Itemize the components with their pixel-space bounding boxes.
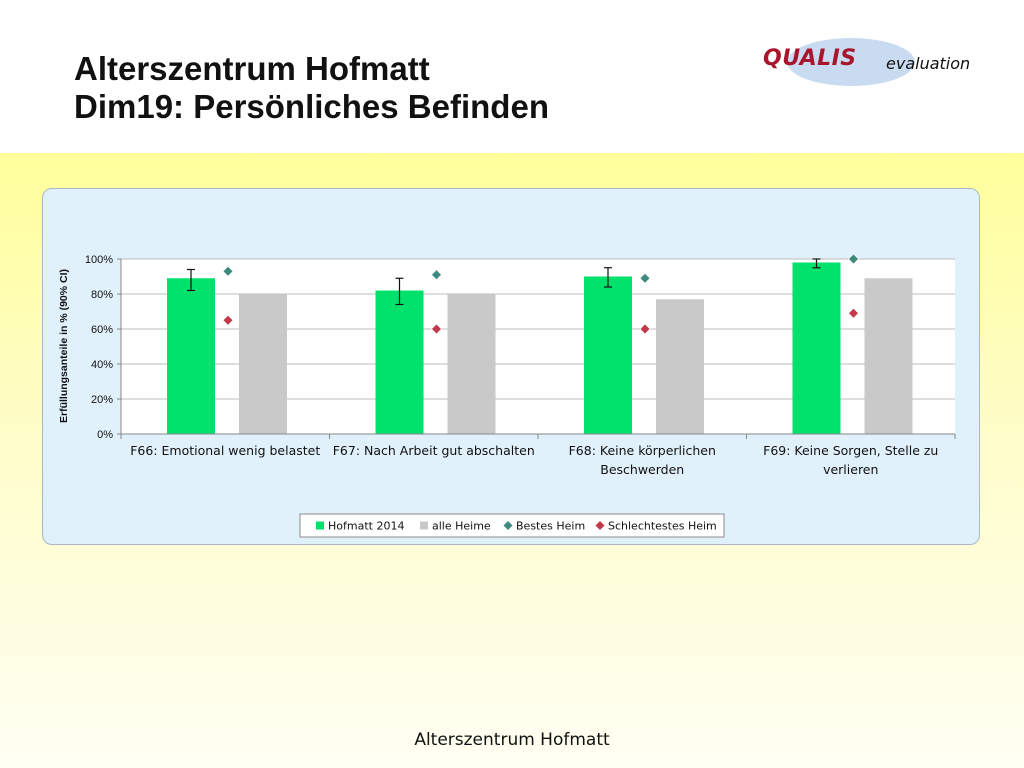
bar-alle-heime bbox=[239, 294, 287, 434]
legend-label: alle Heime bbox=[432, 520, 491, 533]
marker-schlechtestes-heim bbox=[222, 314, 234, 326]
marker-schlechtestes-heim bbox=[848, 307, 859, 319]
marker-bestes-heim bbox=[431, 269, 442, 281]
bar-alle-heime bbox=[864, 278, 913, 434]
y-tick-label: 0% bbox=[97, 429, 113, 441]
logo-ellipse bbox=[787, 38, 915, 86]
slide-title-line1: Alterszentrum Hofmatt bbox=[74, 50, 430, 87]
y-tick-label: 20% bbox=[91, 394, 113, 406]
slide-footer: Alterszentrum Hofmatt bbox=[414, 730, 610, 750]
legend-swatch bbox=[420, 521, 428, 530]
legend-label: Hofmatt 2014 bbox=[328, 520, 404, 533]
y-tick-label: 60% bbox=[91, 324, 113, 336]
axes: 0% 20% 40% 60% 80% 100% bbox=[85, 254, 956, 441]
logo-brand: QUALIS bbox=[763, 46, 857, 71]
marker-schlechtestes-heim bbox=[431, 323, 442, 335]
marker-bestes-heim bbox=[222, 265, 234, 277]
legend-swatch bbox=[316, 521, 324, 530]
qualis-logo: QUALIS evaluation bbox=[758, 38, 984, 90]
y-tick-label: 80% bbox=[91, 289, 113, 301]
bar-alle-heime bbox=[656, 299, 704, 434]
bar-hofmatt bbox=[167, 278, 215, 434]
marker-schlechtestes-heim bbox=[639, 323, 651, 335]
chart-panel: 0% 20% 40% 60% 80% 100% F66: Emotional wenig … bbox=[42, 188, 980, 545]
bar-chart: 0% 20% 40% 60% 80% 100% F66: Emotional wenig … bbox=[58, 253, 956, 538]
bar-hofmatt bbox=[584, 276, 632, 434]
bar-hofmatt bbox=[792, 262, 841, 434]
x-category-label: F67: Nach Arbeit gut abschalten bbox=[333, 443, 535, 458]
y-tick-label: 40% bbox=[91, 359, 113, 371]
legend-label: Bestes Heim bbox=[516, 520, 585, 533]
markers bbox=[222, 253, 859, 335]
x-category-label: F69: Keine Sorgen, Stelle zu bbox=[763, 443, 938, 458]
bars bbox=[167, 262, 913, 434]
x-category-label: Beschwerden bbox=[600, 462, 684, 477]
marker-bestes-heim bbox=[639, 272, 651, 284]
error-bars bbox=[187, 258, 821, 306]
marker-bestes-heim bbox=[848, 253, 859, 265]
x-category-label: F66: Emotional wenig belastet bbox=[130, 443, 320, 458]
bar-alle-heime bbox=[447, 294, 496, 434]
bar-hofmatt bbox=[375, 290, 424, 434]
logo-subtitle: evaluation bbox=[886, 54, 971, 73]
legend-label: Schlechtestes Heim bbox=[608, 520, 717, 533]
legend-marker bbox=[503, 521, 513, 530]
legend: Hofmatt 2014 alle Heime Bestes Heim Schlech… bbox=[299, 513, 725, 538]
x-category-label: verlieren bbox=[823, 462, 878, 477]
slide-title: Alterszentrum Hofmatt Dim19: Persönliche… bbox=[74, 50, 549, 126]
slide-title-line2: Dim19: Persönliches Befinden bbox=[74, 88, 549, 125]
x-category-label: F68: Keine körperlichen bbox=[569, 443, 716, 458]
y-axis-label: Erfüllungsanteile in % (90% CI) bbox=[58, 269, 70, 423]
y-tick-label: 100% bbox=[85, 254, 113, 266]
legend-marker bbox=[595, 521, 605, 530]
x-axis-labels: F66: Emotional wenig belastet F67: Nach A… bbox=[130, 443, 938, 477]
